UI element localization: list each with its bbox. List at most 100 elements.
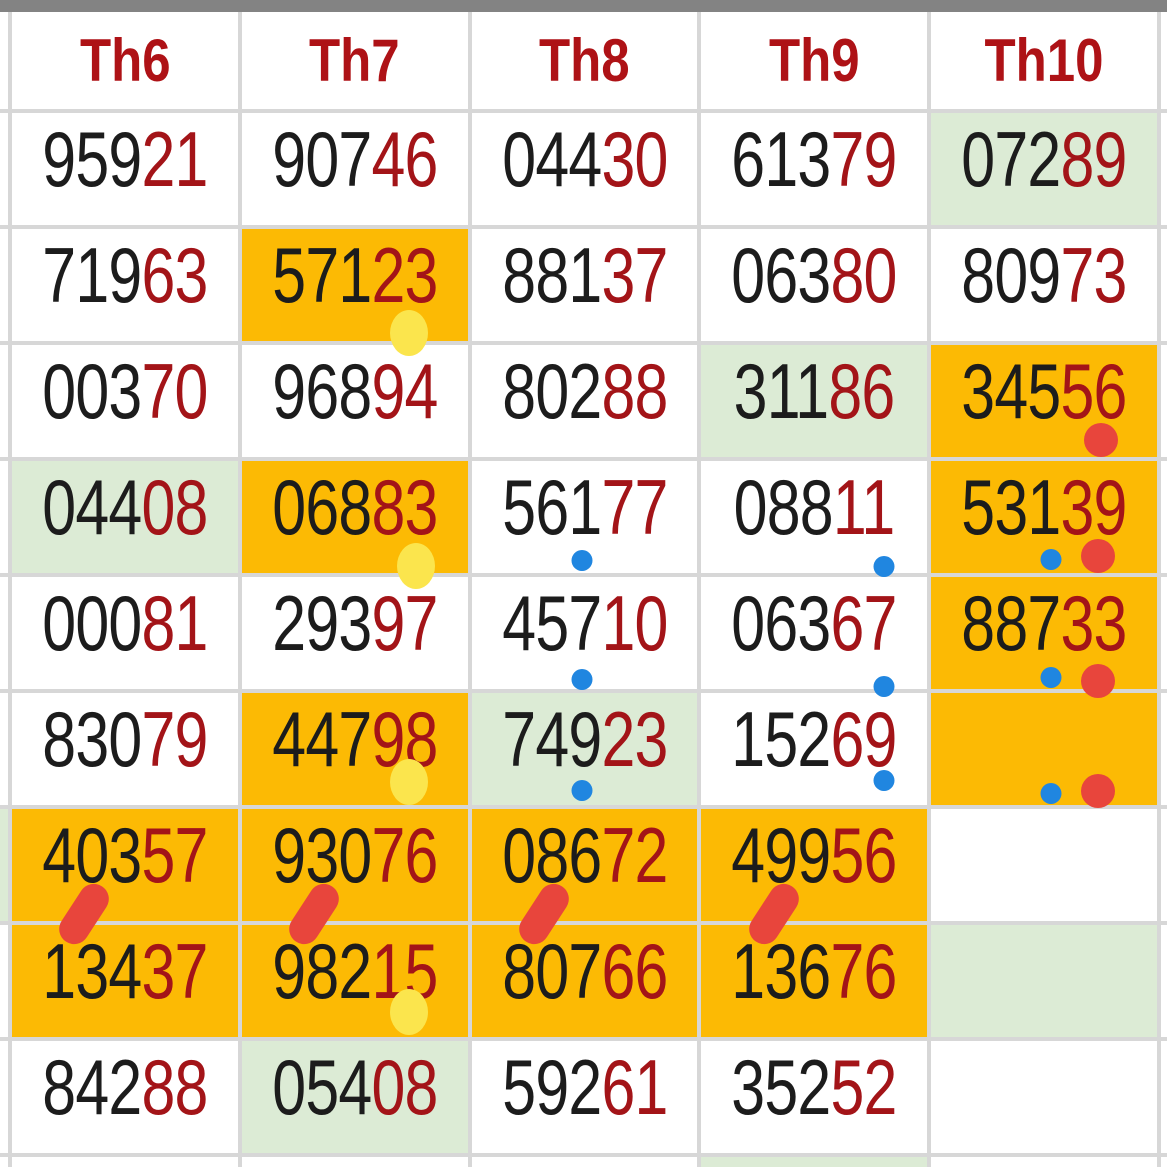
number-main: 447 bbox=[272, 695, 372, 783]
number-cell: 71963 bbox=[12, 229, 238, 341]
number-cell: 29397 bbox=[241, 577, 468, 689]
number-tail: 76 bbox=[371, 811, 438, 899]
number-tail: 80 bbox=[830, 231, 898, 319]
number-main: 086 bbox=[501, 811, 602, 899]
number-main: 054 bbox=[272, 1043, 372, 1131]
number-cell: 84288 bbox=[12, 1041, 238, 1153]
number-tail: 86 bbox=[828, 347, 896, 435]
number-tail: 46 bbox=[371, 115, 438, 203]
number-main: 809 bbox=[961, 231, 1061, 319]
number-main: 136 bbox=[731, 927, 832, 1015]
column-header-th8: Th8 bbox=[471, 12, 698, 109]
number-main: 842 bbox=[42, 1043, 142, 1131]
number-tail: 77 bbox=[601, 463, 668, 551]
number-tail: 30 bbox=[601, 115, 668, 203]
number-tail: 56 bbox=[1060, 347, 1128, 435]
number-cell: 00370 bbox=[12, 345, 238, 457]
left-margin-cell bbox=[0, 12, 8, 109]
number-tail: 08 bbox=[371, 1043, 438, 1131]
number-main: 457 bbox=[501, 579, 602, 667]
number-tail: 73 bbox=[1060, 231, 1128, 319]
right-margin-cell bbox=[1161, 809, 1167, 921]
number-tail: 57 bbox=[141, 811, 208, 899]
number-main: 345 bbox=[961, 347, 1061, 435]
number-main: 499 bbox=[731, 811, 832, 899]
number-cell: 90746 bbox=[241, 113, 468, 225]
number-tail: 23 bbox=[601, 695, 668, 783]
number-main: 000 bbox=[42, 579, 142, 667]
number-cell: 56177 bbox=[471, 461, 698, 573]
number-cell: 74923 bbox=[471, 693, 698, 805]
number-cell: 04430 bbox=[471, 113, 698, 225]
right-margin-cell bbox=[1161, 461, 1167, 573]
number-main: 134 bbox=[42, 927, 142, 1015]
number-tail: 81 bbox=[141, 579, 208, 667]
number-tail: 39 bbox=[1060, 463, 1128, 551]
number-tail: 88 bbox=[141, 1043, 208, 1131]
number-cell: 49956 bbox=[701, 809, 928, 950]
number-cell: 80973 bbox=[931, 229, 1157, 341]
right-margin-cell bbox=[1161, 1157, 1167, 1167]
column-header-label: Th8 bbox=[539, 27, 630, 94]
number-cell: 59261 bbox=[471, 1041, 698, 1153]
number-main: 982 bbox=[272, 927, 372, 1015]
number-cell: 08672 bbox=[471, 809, 698, 950]
number-main: 072 bbox=[961, 115, 1061, 203]
column-header-label: Th7 bbox=[309, 27, 401, 94]
number-main: 887 bbox=[961, 579, 1061, 667]
number-main: 959 bbox=[42, 115, 142, 203]
number-cell: 13437 bbox=[12, 925, 238, 1037]
number-cell: 61379 bbox=[701, 113, 928, 225]
top-scrollbar[interactable] bbox=[0, 0, 1167, 12]
number-cell: 35252 bbox=[701, 1041, 928, 1153]
number-tail: 94 bbox=[371, 347, 438, 435]
left-margin-cell bbox=[0, 1157, 8, 1167]
number-tail: 21 bbox=[141, 115, 208, 203]
number-main: 063 bbox=[731, 231, 832, 319]
number-cell: 07289 bbox=[931, 113, 1157, 225]
number-main: 802 bbox=[501, 347, 602, 435]
number-cell: 04408 bbox=[12, 461, 238, 573]
number-main: 719 bbox=[42, 231, 142, 319]
number-main: 531 bbox=[961, 463, 1061, 551]
number-cell: 95921 bbox=[12, 113, 238, 225]
number-main: 044 bbox=[42, 463, 142, 551]
number-cell: 53139 bbox=[931, 461, 1157, 573]
column-header-label: Th9 bbox=[768, 27, 860, 94]
number-main: 749 bbox=[501, 695, 602, 783]
number-cell: 06380 bbox=[701, 229, 928, 341]
right-margin-cell bbox=[1161, 693, 1167, 805]
number-tail: 52 bbox=[830, 1043, 898, 1131]
number-cell: 13676 bbox=[701, 925, 928, 1037]
number-main: 907 bbox=[272, 115, 372, 203]
number-main: 613 bbox=[731, 115, 832, 203]
number-tail: 76 bbox=[830, 927, 898, 1015]
number-main: 830 bbox=[42, 695, 142, 783]
right-margin-cell bbox=[1161, 345, 1167, 457]
number-tail: 69 bbox=[830, 695, 898, 783]
right-margin-cell bbox=[1161, 577, 1167, 689]
number-main: 930 bbox=[272, 811, 372, 899]
number-tail: 37 bbox=[141, 927, 208, 1015]
number-main: 063 bbox=[731, 579, 832, 667]
number-tail: 79 bbox=[141, 695, 208, 783]
number-main: 968 bbox=[272, 347, 372, 435]
number-cell: 08811 bbox=[701, 461, 928, 577]
left-margin-cell bbox=[0, 229, 8, 341]
number-main: 807 bbox=[501, 927, 602, 1015]
number-cell-empty bbox=[931, 925, 1157, 1037]
left-margin-cell bbox=[0, 1041, 8, 1153]
number-cell: 15269 bbox=[701, 693, 928, 805]
number-cell: 88137 bbox=[471, 229, 698, 341]
number-tail: 72 bbox=[601, 811, 668, 899]
number-cell-empty bbox=[931, 809, 1157, 921]
number-tail: 11 bbox=[833, 463, 895, 551]
results-table: Th6 Th7 Th8 Th9 Th10 95921 90746 04430 6… bbox=[0, 12, 1167, 1167]
number-cell-empty bbox=[931, 1041, 1157, 1153]
number-main: 881 bbox=[501, 231, 602, 319]
number-tail: 37 bbox=[601, 231, 668, 319]
number-main: 088 bbox=[733, 463, 834, 551]
number-tail: 88 bbox=[601, 347, 668, 435]
right-margin-cell bbox=[1161, 113, 1167, 225]
